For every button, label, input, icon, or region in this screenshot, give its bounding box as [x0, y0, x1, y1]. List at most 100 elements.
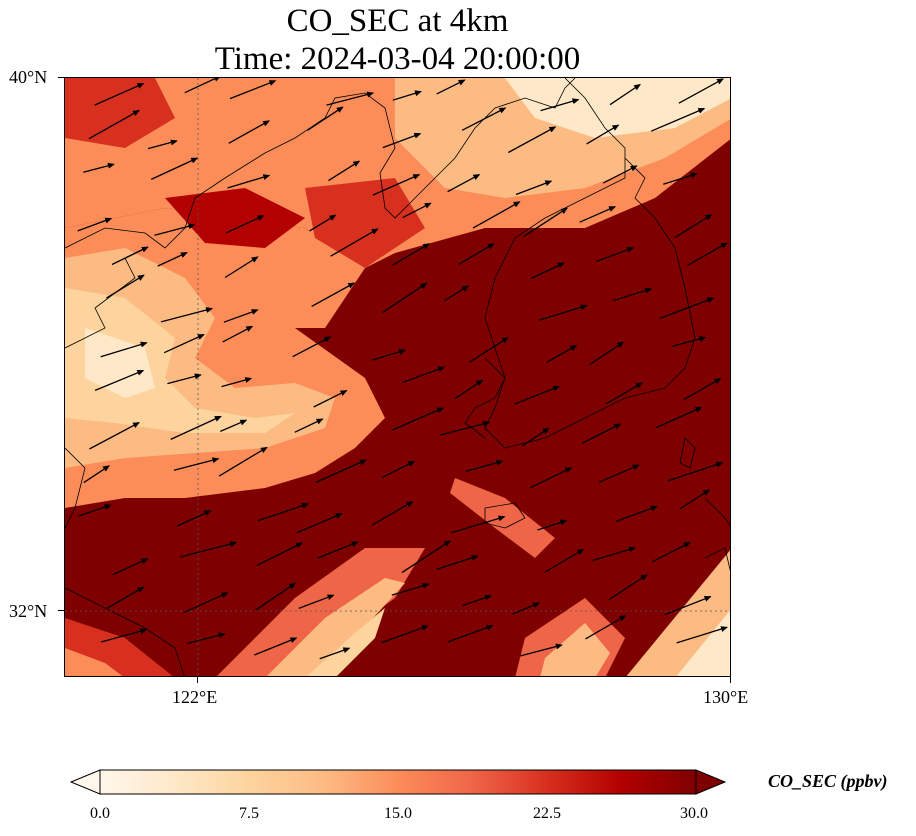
wind-arrow: [447, 624, 494, 643]
wind-arrow: [546, 344, 578, 363]
wind-vectors: [77, 78, 728, 660]
wind-arrow: [582, 423, 622, 444]
wind-arrow: [184, 78, 222, 94]
wind-arrow: [167, 373, 202, 385]
lat-tick-label-32: 32°N: [9, 601, 48, 621]
wind-arrow: [523, 207, 568, 237]
wind-arrow: [294, 418, 324, 433]
lat-tick-label-40: 40°N: [9, 67, 48, 87]
wind-arrow: [663, 172, 698, 185]
lat-tick-mark-40: [58, 77, 64, 78]
wind-arrow: [220, 419, 248, 432]
wind-arrow: [679, 489, 711, 510]
wind-arrow: [100, 341, 148, 358]
wind-arrow: [659, 297, 715, 320]
wind-arrow: [608, 574, 648, 601]
wind-arrow: [609, 83, 641, 106]
wind-arrow: [254, 637, 298, 656]
wind-arrow: [326, 91, 375, 106]
wind-arrow: [687, 242, 728, 266]
wind-arrow: [186, 632, 226, 645]
colorbar-tick-label-4: 30.0: [680, 805, 708, 822]
wind-arrow: [579, 206, 617, 223]
wind-arrow: [683, 378, 722, 401]
wind-arrow: [223, 309, 259, 323]
wind-arrow: [537, 519, 568, 531]
coastlines: [65, 78, 730, 676]
map-panel[interactable]: [64, 77, 731, 677]
wind-arrow: [531, 262, 565, 279]
wind-arrow: [315, 459, 367, 484]
wind-arrow: [612, 287, 653, 302]
wind-arrow: [469, 337, 509, 363]
wind-arrow: [83, 162, 115, 173]
wind-arrow: [224, 256, 259, 279]
wind-arrow: [256, 542, 303, 567]
wind-arrow: [371, 501, 414, 526]
wind-arrow: [391, 582, 430, 596]
wind-arrow: [598, 464, 640, 483]
wind-arrow: [615, 505, 658, 523]
wind-arrow: [372, 349, 406, 361]
wind-arrow: [436, 79, 466, 95]
lon-tick-mark-130: [730, 677, 731, 683]
wind-arrow: [667, 461, 724, 482]
wind-arrow: [472, 201, 521, 229]
wind-arrow: [520, 643, 563, 657]
wind-arrow: [678, 78, 724, 104]
wind-arrow: [309, 214, 337, 232]
wind-arrow: [226, 215, 265, 234]
wind-arrow: [307, 106, 344, 131]
wind-arrow: [451, 515, 506, 534]
wind-arrow: [183, 592, 229, 614]
lon-tick-label-130: 130°E: [703, 687, 749, 707]
map-canvas: [65, 78, 730, 676]
wind-arrow: [94, 82, 145, 106]
wind-arrow: [514, 385, 561, 405]
wind-arrow: [521, 427, 550, 447]
wind-arrow: [676, 626, 728, 644]
wind-arrow: [454, 379, 484, 400]
wind-arrow: [596, 247, 635, 263]
wind-arrow: [443, 285, 470, 302]
wind-arrow: [77, 217, 113, 232]
wind-arrow: [298, 594, 335, 610]
wind-arrow: [652, 541, 691, 563]
wind-arrow: [585, 615, 627, 640]
wind-arrow: [382, 282, 428, 314]
wind-arrow: [257, 502, 310, 522]
wind-arrow: [440, 420, 491, 436]
wind-arrow: [88, 109, 140, 140]
wind-arrow: [605, 382, 643, 405]
wind-arrow: [461, 594, 492, 607]
wind-arrow: [381, 460, 416, 479]
wind-arrow: [465, 459, 504, 473]
wind-arrow: [160, 307, 214, 323]
wind-arrow: [402, 202, 432, 219]
wind-arrow: [671, 336, 707, 348]
wind-arrow: [154, 223, 196, 236]
wind-arrow: [436, 554, 479, 570]
wind-arrow: [515, 180, 553, 196]
wind-arrow: [461, 107, 507, 131]
wind-arrow: [227, 174, 271, 189]
wind-arrow: [586, 124, 620, 145]
wind-arrow: [112, 558, 149, 576]
wind-arrow: [319, 647, 351, 660]
wind-arrow: [664, 595, 712, 616]
title-line-2: Time: 2024-03-04 20:00:00: [214, 41, 581, 77]
wind-arrow: [392, 243, 431, 266]
wind-arrow: [176, 510, 212, 527]
wind-arrow: [447, 174, 481, 193]
lon-tick-mark-122: [197, 677, 198, 683]
colorbar-extend-max: [695, 769, 726, 795]
wind-arrow: [538, 304, 588, 321]
colorbar-title: CO_SEC (ppbv): [768, 771, 888, 791]
wind-arrow: [221, 377, 253, 388]
wind-arrow: [313, 390, 348, 408]
colorbar-gradient: [99, 769, 697, 795]
wind-arrow: [157, 252, 188, 267]
wind-arrow: [311, 282, 356, 307]
wind-arrow: [229, 80, 277, 100]
wind-arrow: [106, 274, 145, 299]
